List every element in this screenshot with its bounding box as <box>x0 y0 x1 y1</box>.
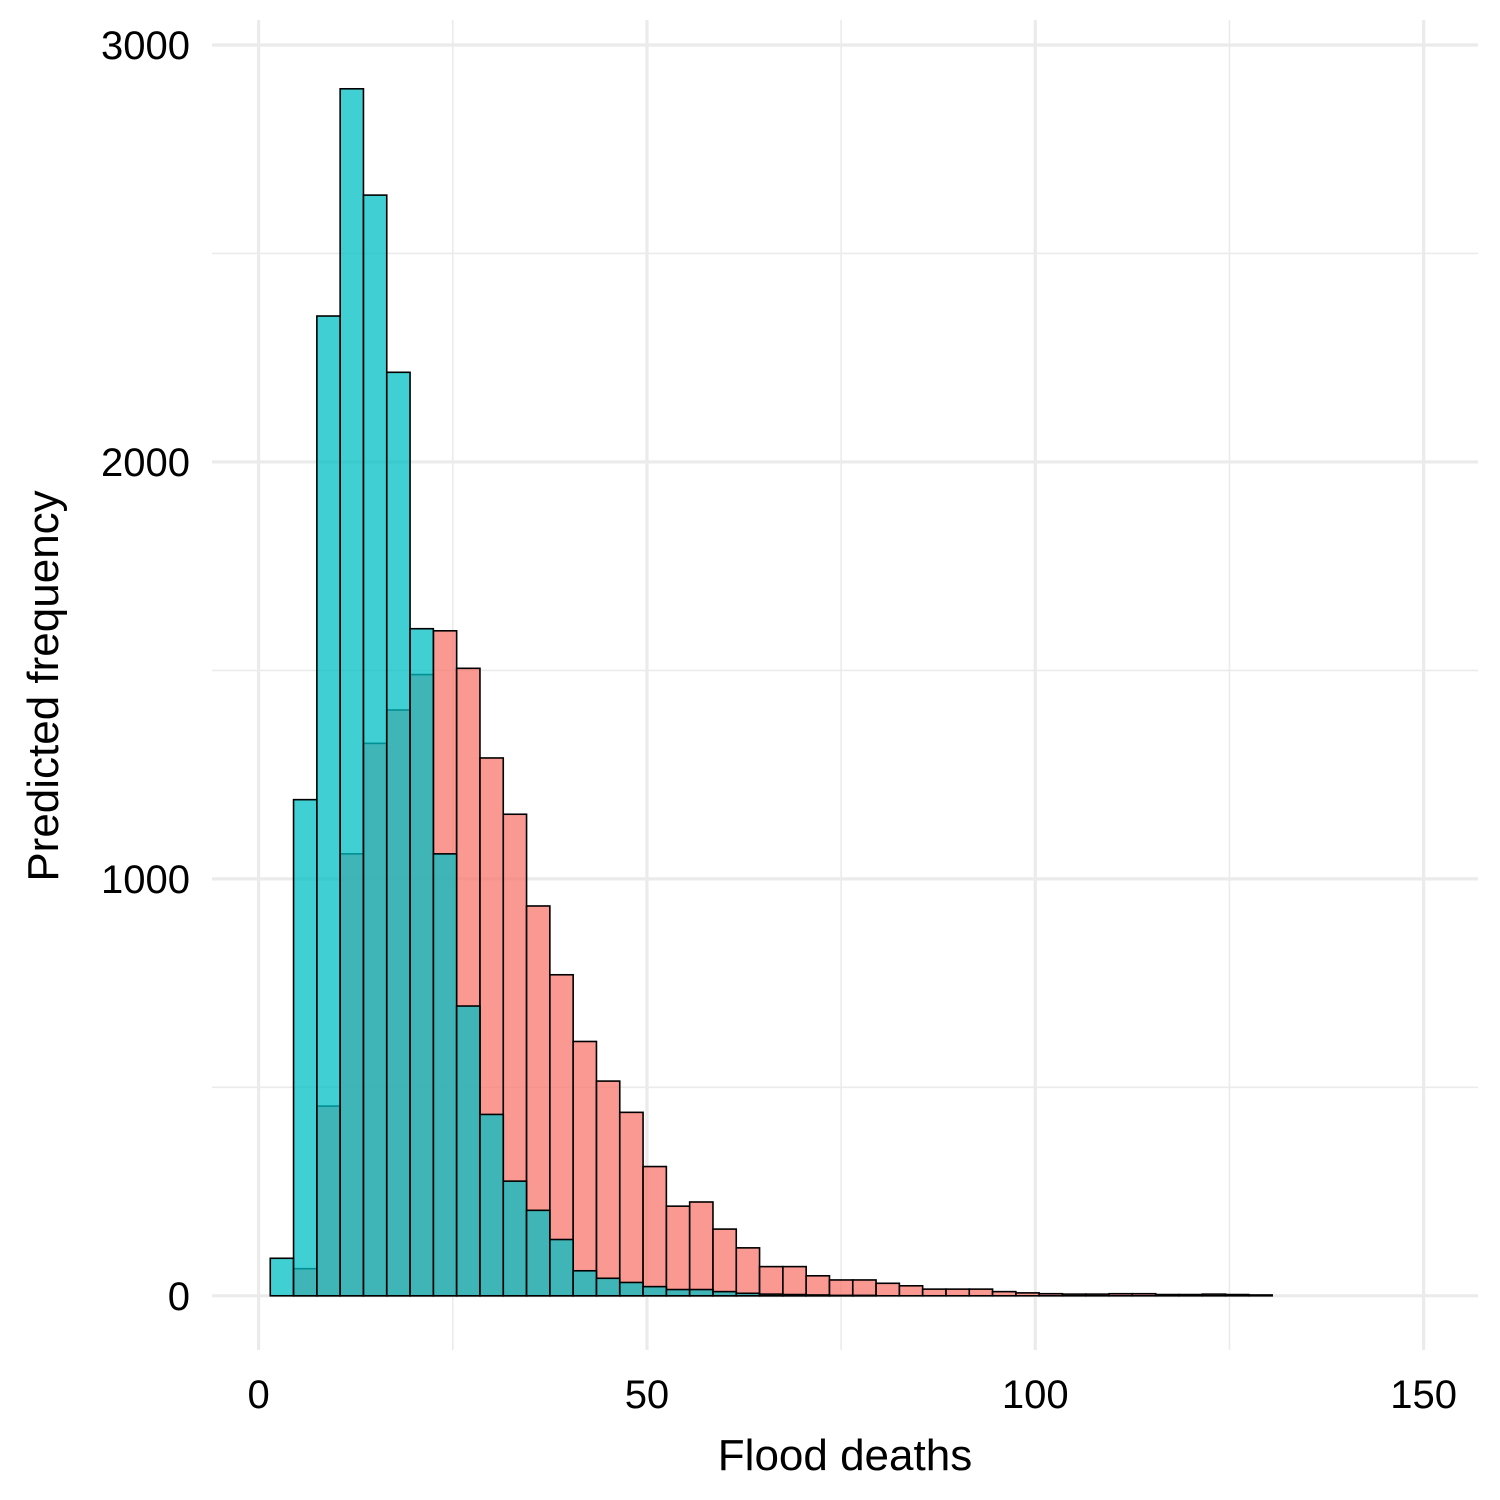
histogram-bar <box>618 1281 644 1297</box>
x-tick-label: 50 <box>625 1373 670 1417</box>
histogram-bar <box>758 1293 784 1297</box>
histogram-bar <box>735 1247 761 1297</box>
histogram-bar <box>432 853 458 1297</box>
series-1 <box>269 87 877 1297</box>
tick-labels: 0 50 100 150 0 1000 2000 3000 <box>101 24 1457 1417</box>
histogram-bar <box>1224 1293 1250 1297</box>
y-axis-title: Predicted frequency <box>19 490 68 881</box>
histogram-bar <box>1248 1294 1273 1297</box>
histogram-bar <box>828 1279 854 1297</box>
histogram-bar <box>805 1274 831 1297</box>
histogram-bar <box>618 1111 644 1297</box>
y-tick-label: 1000 <box>101 858 190 902</box>
histogram-bar <box>688 1201 714 1297</box>
histogram-bar <box>898 1284 924 1297</box>
histogram-bar <box>1108 1292 1134 1297</box>
histogram-bar <box>1015 1292 1040 1297</box>
histogram-bar <box>595 1080 621 1297</box>
histogram-bar <box>735 1292 761 1297</box>
histogram-bar <box>292 798 318 1297</box>
histogram-bar <box>362 194 388 1297</box>
histogram-bar <box>875 1282 901 1297</box>
histogram-bar <box>712 1228 738 1297</box>
histogram-bar <box>455 1005 481 1297</box>
y-tick-label: 2000 <box>101 441 190 485</box>
histogram-bar <box>1154 1293 1180 1297</box>
histogram-bar <box>572 1040 598 1297</box>
histogram-bar <box>1061 1293 1087 1297</box>
histogram-bar <box>1038 1292 1064 1297</box>
histogram-bar <box>665 1205 691 1297</box>
histogram-bar <box>712 1290 738 1297</box>
histogram-bar <box>782 1265 807 1297</box>
histogram-bar <box>549 1238 574 1297</box>
histogram-bar <box>316 315 341 1297</box>
histogram-bar <box>339 87 365 1297</box>
histogram-bar <box>642 1285 668 1297</box>
histogram-bar <box>269 1257 295 1297</box>
histogram-bar <box>642 1165 668 1297</box>
histogram-bar <box>1178 1293 1204 1297</box>
histogram-bar <box>945 1288 971 1297</box>
histogram-bar <box>385 371 411 1297</box>
histogram-bars <box>269 87 1273 1297</box>
histogram-bar <box>479 1113 505 1297</box>
histogram-bar <box>782 1293 807 1297</box>
histogram-bar <box>595 1277 621 1297</box>
x-axis-title: Flood deaths <box>718 1431 972 1480</box>
y-tick-label: 3000 <box>101 24 190 68</box>
histogram-bar <box>991 1290 1017 1297</box>
histogram-bar <box>665 1288 691 1297</box>
histogram-bar <box>968 1288 994 1297</box>
y-tick-label: 0 <box>168 1275 190 1319</box>
histogram-bar <box>409 627 435 1297</box>
histogram-bar <box>805 1294 831 1297</box>
histogram-bar <box>502 1180 528 1297</box>
histogram-bar <box>1084 1293 1110 1297</box>
histogram-bar <box>758 1265 784 1297</box>
histogram-bar <box>1201 1293 1227 1297</box>
histogram-bar <box>851 1279 877 1297</box>
histogram-bar <box>525 1209 551 1297</box>
x-tick-label: 150 <box>1390 1373 1457 1417</box>
x-tick-label: 0 <box>247 1373 269 1417</box>
histogram-bar <box>688 1288 714 1297</box>
x-tick-label: 100 <box>1002 1373 1069 1417</box>
histogram-bar <box>572 1269 598 1297</box>
histogram-bar <box>921 1288 947 1297</box>
histogram-bar <box>1131 1292 1157 1297</box>
